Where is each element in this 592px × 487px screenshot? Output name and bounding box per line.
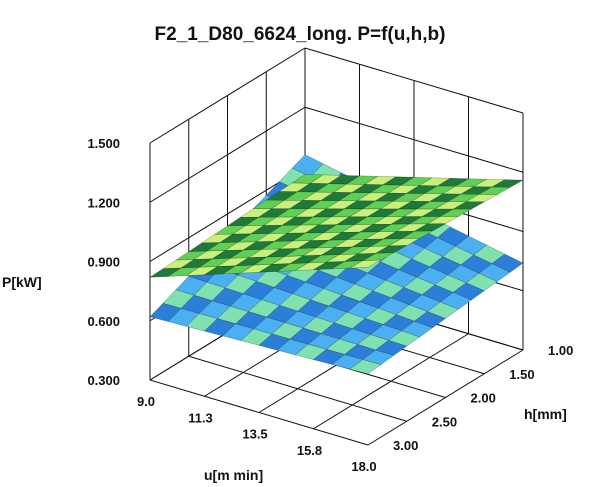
floor-gridline [149,379,369,446]
surface-1-patch [349,359,382,375]
chart-title: F2_1_D80_6624_long. P=f(u,h,b) [155,24,446,45]
side-wall-gridline [149,106,306,203]
y-tick-label: 2.50 [432,414,457,429]
x-tick-label: 9.0 [137,394,155,409]
z-tick-label: 1.500 [87,136,120,151]
x-tick-label: 13.5 [242,427,267,442]
back-wall-gridline [304,47,524,114]
z-tick-label: 0.300 [87,373,120,388]
z-tick-label: 1.200 [87,195,120,210]
surface-layer [149,154,524,375]
x-tick-label: 11.3 [188,410,213,425]
y-tick-label: 2.00 [471,391,496,406]
z-tick-label: 0.600 [87,314,120,329]
y-axis-label: h[mm] [524,406,567,422]
tick-layer: 0.300 0.600 0.900 1.200 1.500 9.0 11.3 13.5 15.8… [87,136,573,474]
floor-gridline [188,355,407,422]
surface-2 [149,174,524,278]
surface-2-patch [349,259,382,269]
x-axis-label: u[m min] [204,467,263,483]
z-axis-label: P[kW] [2,274,42,290]
x-tick-label: 18.0 [351,459,376,474]
y-tick-label: 3.00 [393,438,418,453]
x-tick-label: 15.8 [297,443,322,458]
back-wall-gridline [304,106,524,173]
z-tick-label: 0.900 [87,255,120,270]
y-tick-label: 1.00 [548,343,573,358]
side-wall-gridline [149,47,306,144]
y-tick-label: 1.50 [509,367,534,382]
